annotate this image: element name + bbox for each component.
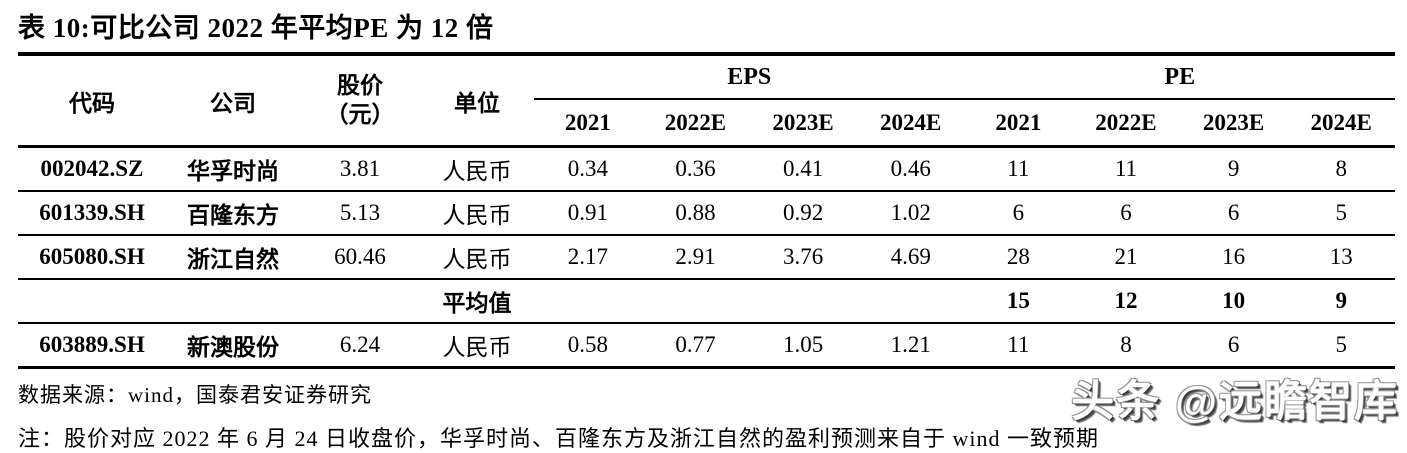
cell-pe-2022e: 11 [1072, 146, 1180, 192]
col-header-eps-2022e: 2022E [641, 99, 750, 148]
col-header-eps-2024e: 2024E [856, 99, 965, 148]
col-header-pe-2022e: 2022E [1072, 99, 1180, 148]
cell-code: 601339.SH [18, 191, 166, 236]
col-group-pe: PE [964, 56, 1395, 100]
table-row: 603889.SH 新澳股份 6.24 人民币 0.58 0.77 1.05 1… [18, 323, 1395, 369]
cell-unit: 人民币 [420, 235, 534, 280]
col-header-pe-2023e: 2023E [1179, 99, 1288, 148]
cell-company: 华孚时尚 [166, 146, 300, 192]
cell-eps-2022e [641, 279, 750, 324]
header-group-row: 代码 公司 股价 （元） 单位 EPS PE [18, 56, 1395, 148]
cell-eps-2023e: 0.41 [749, 146, 857, 192]
col-header-pe-2021: 2021 [964, 99, 1073, 148]
cell-price: 5.13 [300, 191, 420, 236]
cell-eps-2024e [856, 279, 965, 324]
cell-pe-2023e: 16 [1179, 235, 1288, 280]
cell-pe-2021: 28 [964, 235, 1073, 280]
cell-code [18, 279, 166, 324]
table-body: 002042.SZ 华孚时尚 3.81 人民币 0.34 0.36 0.41 0… [18, 146, 1395, 369]
cell-pe-2022e: 21 [1072, 235, 1180, 280]
cell-pe-2024e: 8 [1287, 146, 1395, 192]
cell-eps-2021 [534, 279, 642, 324]
col-header-code: 代码 [18, 56, 166, 148]
cell-code: 605080.SH [18, 235, 166, 280]
col-header-eps-2021: 2021 [534, 99, 642, 148]
cell-pe-2022e: 12 [1072, 279, 1180, 324]
watermark-text: 头条 @远瞻智库 [1071, 378, 1399, 426]
table-header: 代码 公司 股价 （元） 单位 EPS PE 2021 2022E 2023E … [18, 56, 1395, 148]
cell-pe-2024e: 5 [1287, 191, 1395, 236]
cell-price: 6.24 [300, 323, 420, 369]
header-year-row: 2021 2022E 2023E 2024E 2021 2022E 2023E … [18, 99, 1395, 148]
average-label: 平均值 [420, 279, 534, 324]
cell-eps-2023e: 1.05 [749, 323, 857, 369]
table-row: 605080.SH 浙江自然 60.46 人民币 2.17 2.91 3.76 … [18, 235, 1395, 280]
cell-price: 3.81 [300, 146, 420, 192]
cell-unit: 人民币 [420, 146, 534, 192]
cell-eps-2022e: 0.36 [641, 146, 750, 192]
cell-pe-2021: 15 [964, 279, 1073, 324]
cell-pe-2024e: 5 [1287, 323, 1395, 369]
table-row-average: 平均值 15 12 10 9 [18, 279, 1395, 324]
cell-code: 603889.SH [18, 323, 166, 369]
cell-pe-2021: 11 [964, 146, 1073, 192]
cell-eps-2023e [749, 279, 857, 324]
comparable-companies-table: 代码 公司 股价 （元） 单位 EPS PE 2021 2022E 2023E … [18, 56, 1395, 369]
table-title: 表 10:可比公司 2022 年平均PE 为 12 倍 [18, 4, 1395, 56]
cell-pe-2023e: 6 [1179, 323, 1288, 369]
cell-pe-2023e: 6 [1179, 191, 1288, 236]
cell-company: 百隆东方 [166, 191, 300, 236]
col-header-pe-2024e: 2024E [1287, 99, 1395, 148]
col-group-eps: EPS [534, 56, 965, 100]
cell-price [300, 279, 420, 324]
cell-eps-2022e: 2.91 [641, 235, 750, 280]
cell-pe-2021: 6 [964, 191, 1073, 236]
data-source-text: 数据来源：wind，国泰君安证券研究 [18, 383, 372, 407]
cell-pe-2024e: 13 [1287, 235, 1395, 280]
cell-pe-2024e: 9 [1287, 279, 1395, 324]
cell-eps-2024e: 1.02 [856, 191, 965, 236]
cell-eps-2023e: 0.92 [749, 191, 857, 236]
cell-eps-2021: 0.91 [534, 191, 642, 236]
cell-eps-2021: 0.58 [534, 323, 642, 369]
cell-company: 浙江自然 [166, 235, 300, 280]
table-row: 002042.SZ 华孚时尚 3.81 人民币 0.34 0.36 0.41 0… [18, 146, 1395, 192]
col-header-price-line1: 股价 [337, 72, 383, 98]
col-header-company: 公司 [166, 56, 300, 148]
col-header-price: 股价 （元） [300, 56, 420, 148]
col-header-price-line2: （元） [325, 101, 395, 127]
cell-company: 新澳股份 [166, 323, 300, 369]
cell-code: 002042.SZ [18, 146, 166, 192]
col-header-eps-2023e: 2023E [749, 99, 857, 148]
cell-eps-2024e: 4.69 [856, 235, 965, 280]
cell-pe-2023e: 9 [1179, 146, 1288, 192]
cell-pe-2021: 11 [964, 323, 1073, 369]
cell-eps-2022e: 0.77 [641, 323, 750, 369]
cell-eps-2021: 2.17 [534, 235, 642, 280]
cell-eps-2024e: 0.46 [856, 146, 965, 192]
cell-eps-2023e: 3.76 [749, 235, 857, 280]
cell-eps-2024e: 1.21 [856, 323, 965, 369]
cell-eps-2021: 0.34 [534, 146, 642, 192]
cell-unit: 人民币 [420, 323, 534, 369]
cell-company [166, 279, 300, 324]
table-row: 601339.SH 百隆东方 5.13 人民币 0.91 0.88 0.92 1… [18, 191, 1395, 236]
cell-unit: 人民币 [420, 191, 534, 236]
cell-price: 60.46 [300, 235, 420, 280]
cell-pe-2022e: 6 [1072, 191, 1180, 236]
cell-eps-2022e: 0.88 [641, 191, 750, 236]
cell-pe-2022e: 8 [1072, 323, 1180, 369]
cell-pe-2023e: 10 [1179, 279, 1288, 324]
col-header-unit: 单位 [420, 56, 534, 148]
